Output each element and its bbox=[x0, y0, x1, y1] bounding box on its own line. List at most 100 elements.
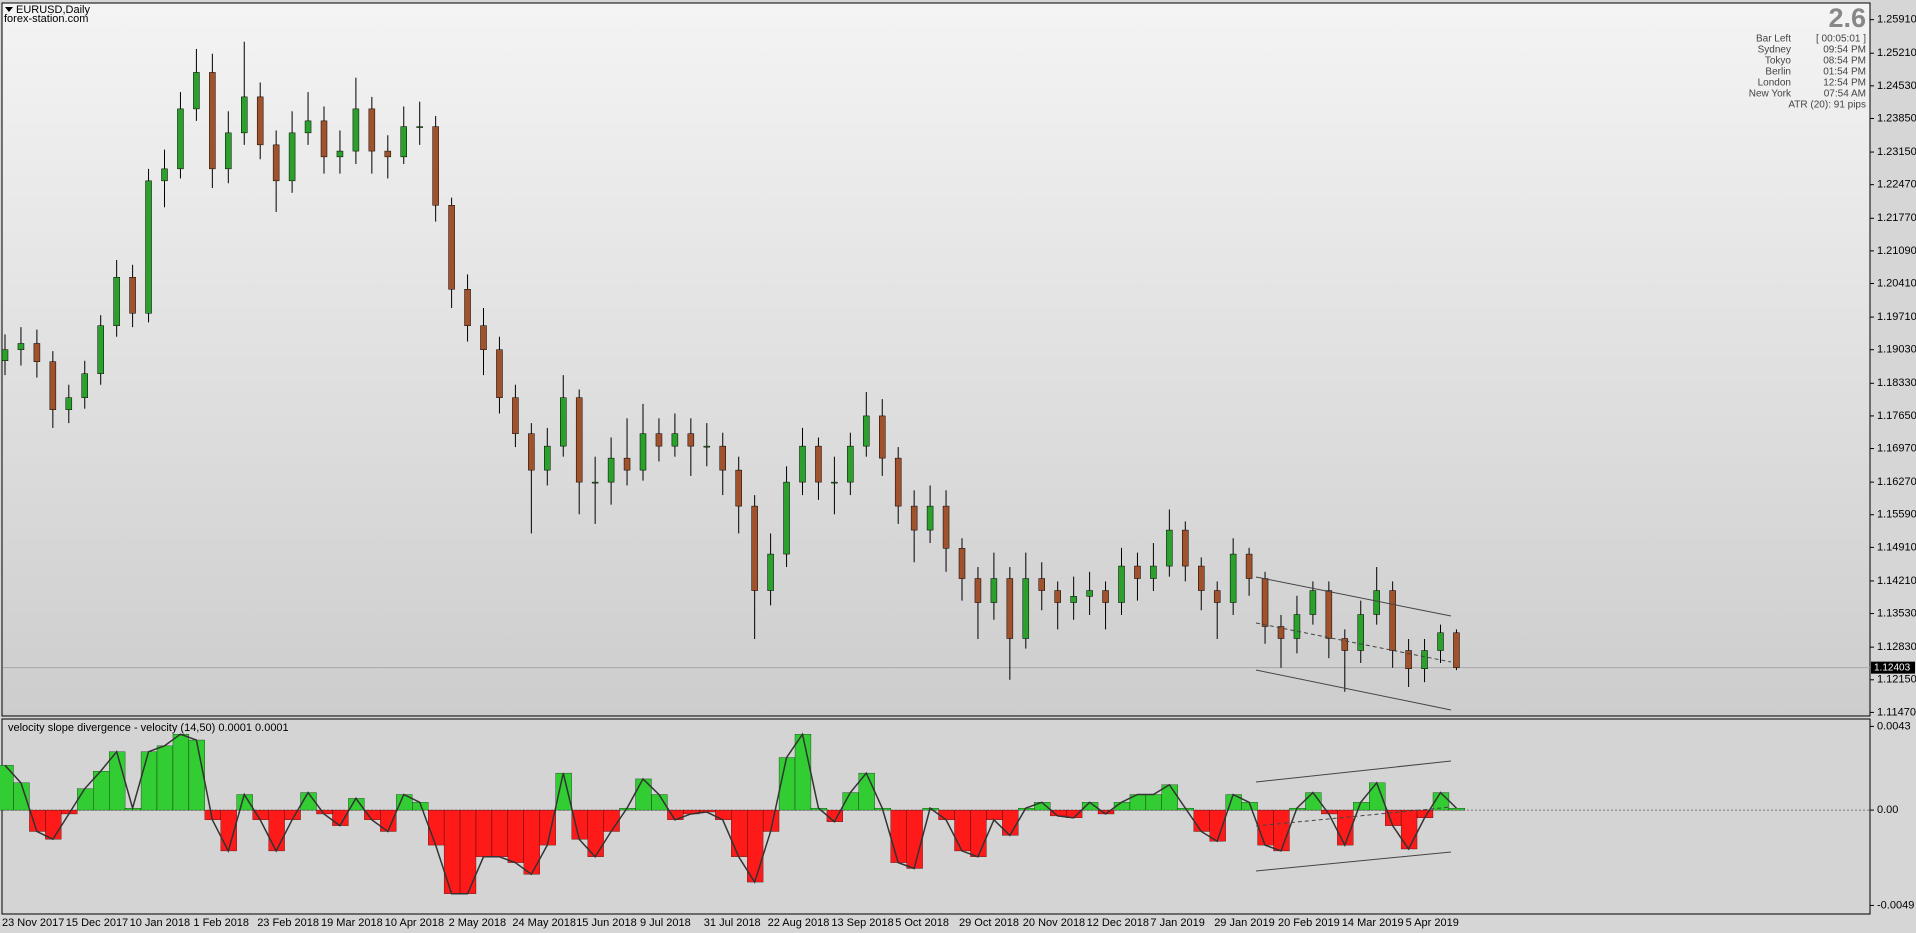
y-tick-label: 1.20410 bbox=[1877, 277, 1916, 289]
y-tick-label: 1.21090 bbox=[1877, 245, 1916, 257]
candle-body bbox=[225, 132, 232, 170]
atr-label: ATR (20): 91 pips bbox=[1788, 100, 1866, 111]
histogram-bar bbox=[731, 809, 748, 857]
x-tick-label: 20 Nov 2018 bbox=[1023, 917, 1085, 929]
candle-body bbox=[815, 445, 822, 483]
y-tick-label: 1.14910 bbox=[1877, 541, 1916, 553]
candle-body bbox=[416, 126, 423, 128]
candle-body bbox=[1182, 529, 1189, 567]
candle-body bbox=[799, 445, 806, 483]
histogram-bar bbox=[427, 809, 445, 846]
candle-body bbox=[1341, 638, 1349, 651]
x-tick-label: 1 Feb 2018 bbox=[193, 917, 249, 929]
histogram-bar bbox=[13, 782, 30, 811]
histogram-bar bbox=[188, 739, 205, 811]
histogram-bar bbox=[236, 794, 253, 811]
source-label: forex-station.com bbox=[4, 13, 88, 25]
info-value: 07:54 AM bbox=[1824, 89, 1866, 100]
histogram-bar bbox=[635, 778, 652, 811]
last-price-tag bbox=[1871, 661, 1915, 674]
candle-body bbox=[687, 433, 695, 447]
candle-body bbox=[193, 72, 200, 110]
y-tick-label: 1.23150 bbox=[1877, 146, 1916, 158]
histogram-bar bbox=[140, 751, 158, 811]
histogram-bar bbox=[555, 772, 572, 811]
trend-line bbox=[1255, 806, 1452, 827]
candle-body bbox=[1213, 590, 1221, 603]
candle-body bbox=[1134, 565, 1141, 579]
candle-body bbox=[81, 373, 88, 398]
x-tick-label: 10 Jan 2018 bbox=[130, 917, 191, 929]
candle-body bbox=[17, 343, 25, 350]
candle-body bbox=[719, 445, 726, 471]
candle-body bbox=[1118, 565, 1125, 603]
candle-body bbox=[1198, 565, 1205, 591]
y-tick-label: 1.14210 bbox=[1877, 575, 1916, 587]
trend-line bbox=[1255, 760, 1452, 783]
x-tick-label: 23 Feb 2018 bbox=[257, 917, 319, 929]
candle-body bbox=[129, 277, 136, 314]
candle-body bbox=[607, 457, 615, 483]
candle-body bbox=[1405, 650, 1412, 669]
indicator-panel bbox=[1, 718, 1871, 915]
candle-body bbox=[1229, 553, 1237, 603]
candle-body bbox=[894, 457, 902, 507]
y-tick-label: 1.25210 bbox=[1877, 47, 1916, 59]
indicator-title: velocity slope divergence - velocity (14… bbox=[8, 722, 289, 734]
candle-body bbox=[320, 120, 328, 158]
candle-body bbox=[272, 144, 280, 182]
info-name: London bbox=[1758, 78, 1791, 89]
info-name: Berlin bbox=[1765, 67, 1791, 78]
histogram-bar bbox=[890, 809, 907, 863]
candle-body bbox=[1325, 590, 1333, 639]
x-tick-label: 14 Mar 2019 bbox=[1342, 917, 1404, 929]
candle-body bbox=[1086, 590, 1093, 597]
trend-line bbox=[1255, 622, 1452, 663]
candle-body bbox=[1, 349, 9, 361]
y-tick-label: 1.16970 bbox=[1877, 442, 1916, 454]
info-value: [ 00:05:01 ] bbox=[1816, 34, 1866, 45]
x-tick-label: 5 Oct 2018 bbox=[895, 917, 949, 929]
y-tick-label: 1.12830 bbox=[1877, 641, 1916, 653]
candle-body bbox=[1261, 578, 1269, 627]
x-tick-label: 20 Feb 2019 bbox=[1278, 917, 1340, 929]
y-tick-label: 1.12150 bbox=[1877, 674, 1916, 686]
candle-body bbox=[304, 120, 312, 134]
histogram-bar bbox=[970, 809, 987, 857]
symbol-title: EURUSD,Daily bbox=[16, 4, 90, 16]
candle-body bbox=[49, 361, 57, 410]
y-tick-label: 1.18330 bbox=[1877, 377, 1916, 389]
y-tick-label: -0.0049 bbox=[1877, 899, 1914, 911]
x-tick-label: 23 Nov 2017 bbox=[2, 917, 64, 929]
candle-body bbox=[1166, 529, 1173, 567]
candle-body bbox=[177, 108, 184, 170]
candle-body bbox=[1437, 632, 1444, 651]
y-tick-label: 0.0043 bbox=[1877, 720, 1911, 732]
x-tick-label: 15 Jun 2018 bbox=[576, 917, 637, 929]
candle-body bbox=[1357, 614, 1364, 651]
histogram-bar bbox=[587, 809, 604, 857]
candle-body bbox=[496, 349, 503, 398]
histogram-bar bbox=[715, 809, 732, 820]
candle-body bbox=[751, 505, 758, 591]
candle-body bbox=[384, 150, 392, 158]
histogram-bar bbox=[77, 788, 94, 811]
histogram-bar bbox=[651, 794, 668, 811]
collapse-icon[interactable] bbox=[5, 7, 13, 12]
info-value: 09:54 PM bbox=[1823, 45, 1866, 56]
candle-body bbox=[1421, 650, 1428, 669]
candle-body bbox=[1309, 590, 1317, 615]
x-tick-label: 15 Dec 2017 bbox=[66, 917, 128, 929]
candle-body bbox=[783, 481, 790, 555]
candle-body bbox=[831, 481, 838, 484]
histogram-bar bbox=[1448, 807, 1466, 811]
trend-line bbox=[1255, 576, 1452, 617]
histogram-bar bbox=[29, 809, 46, 832]
x-tick-label: 5 Apr 2019 bbox=[1406, 917, 1459, 929]
candle-body bbox=[97, 325, 104, 374]
histogram-bar bbox=[332, 809, 349, 826]
x-tick-label: 12 Dec 2018 bbox=[1087, 917, 1149, 929]
histogram-bar bbox=[1400, 809, 1418, 850]
